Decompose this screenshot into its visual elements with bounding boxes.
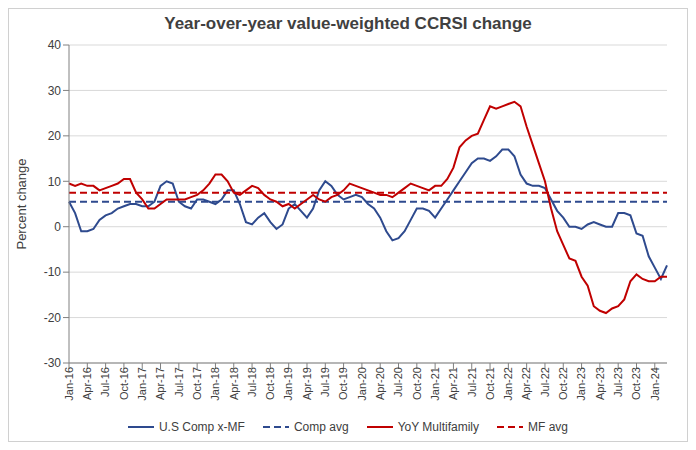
svg-text:Jan-18: Jan-18 xyxy=(209,367,221,401)
html-text:Year-over-year value-weighted: Year-over-year value-weighted CCRSI chan… xyxy=(164,14,532,33)
svg-text:-20: -20 xyxy=(44,311,62,325)
svg-text:Oct-23: Oct-23 xyxy=(630,367,642,400)
svg-text:20: 20 xyxy=(48,129,62,143)
svg-text:Apr-21: Apr-21 xyxy=(447,367,459,400)
svg-text:Oct-20: Oct-20 xyxy=(411,367,423,400)
svg-text:Jul-22: Jul-22 xyxy=(539,367,551,397)
svg-text:0: 0 xyxy=(54,220,61,234)
svg-text:10: 10 xyxy=(48,175,62,189)
html-text:YoY Multifamily: YoY Multifamily xyxy=(397,420,479,434)
svg-text:Jul-16: Jul-16 xyxy=(99,367,111,397)
svg-text:Apr-18: Apr-18 xyxy=(228,367,240,400)
svg-text:Oct-22: Oct-22 xyxy=(557,367,569,400)
html-text:U.S Comp x-MF: U.S Comp x-MF xyxy=(158,420,245,434)
svg-text:Jul-18: Jul-18 xyxy=(246,367,258,397)
html-text:MF avg: MF avg xyxy=(528,420,568,434)
svg-text:Jan-20: Jan-20 xyxy=(356,367,368,401)
svg-text:-30: -30 xyxy=(44,356,62,370)
svg-text:Apr-17: Apr-17 xyxy=(154,367,166,400)
svg-text:Percent change: Percent change xyxy=(14,158,29,249)
svg-text:Oct-19: Oct-19 xyxy=(337,367,349,400)
svg-text:-10: -10 xyxy=(44,265,62,279)
svg-text:Jan-16: Jan-16 xyxy=(63,367,75,401)
svg-text:Jan-19: Jan-19 xyxy=(282,367,294,401)
svg-text:Jul-23: Jul-23 xyxy=(612,367,624,397)
svg-text:Jan-21: Jan-21 xyxy=(429,367,441,401)
svg-text:Apr-19: Apr-19 xyxy=(301,367,313,400)
svg-text:Oct-17: Oct-17 xyxy=(191,367,203,400)
svg-text:40: 40 xyxy=(48,39,62,52)
svg-text:Oct-18: Oct-18 xyxy=(264,367,276,400)
svg-text:Apr-16: Apr-16 xyxy=(81,367,93,400)
svg-text:Oct-21: Oct-21 xyxy=(484,367,496,400)
html-text:Comp avg: Comp avg xyxy=(294,420,349,434)
svg-text:Jul-21: Jul-21 xyxy=(466,367,478,397)
svg-text:Jan-17: Jan-17 xyxy=(136,367,148,401)
svg-text:Jul-20: Jul-20 xyxy=(392,367,404,397)
svg-text:Jan-24: Jan-24 xyxy=(649,367,661,401)
svg-text:30: 30 xyxy=(48,84,62,98)
svg-text:Jan-23: Jan-23 xyxy=(575,367,587,401)
svg-text:Apr-23: Apr-23 xyxy=(594,367,606,400)
svg-text:Apr-22: Apr-22 xyxy=(520,367,532,400)
svg-text:Jan-22: Jan-22 xyxy=(502,367,514,401)
svg-text:Jul-17: Jul-17 xyxy=(173,367,185,397)
svg-text:Oct-16: Oct-16 xyxy=(118,367,130,400)
svg-text:Apr-20: Apr-20 xyxy=(374,367,386,400)
svg-text:Jul-19: Jul-19 xyxy=(319,367,331,397)
